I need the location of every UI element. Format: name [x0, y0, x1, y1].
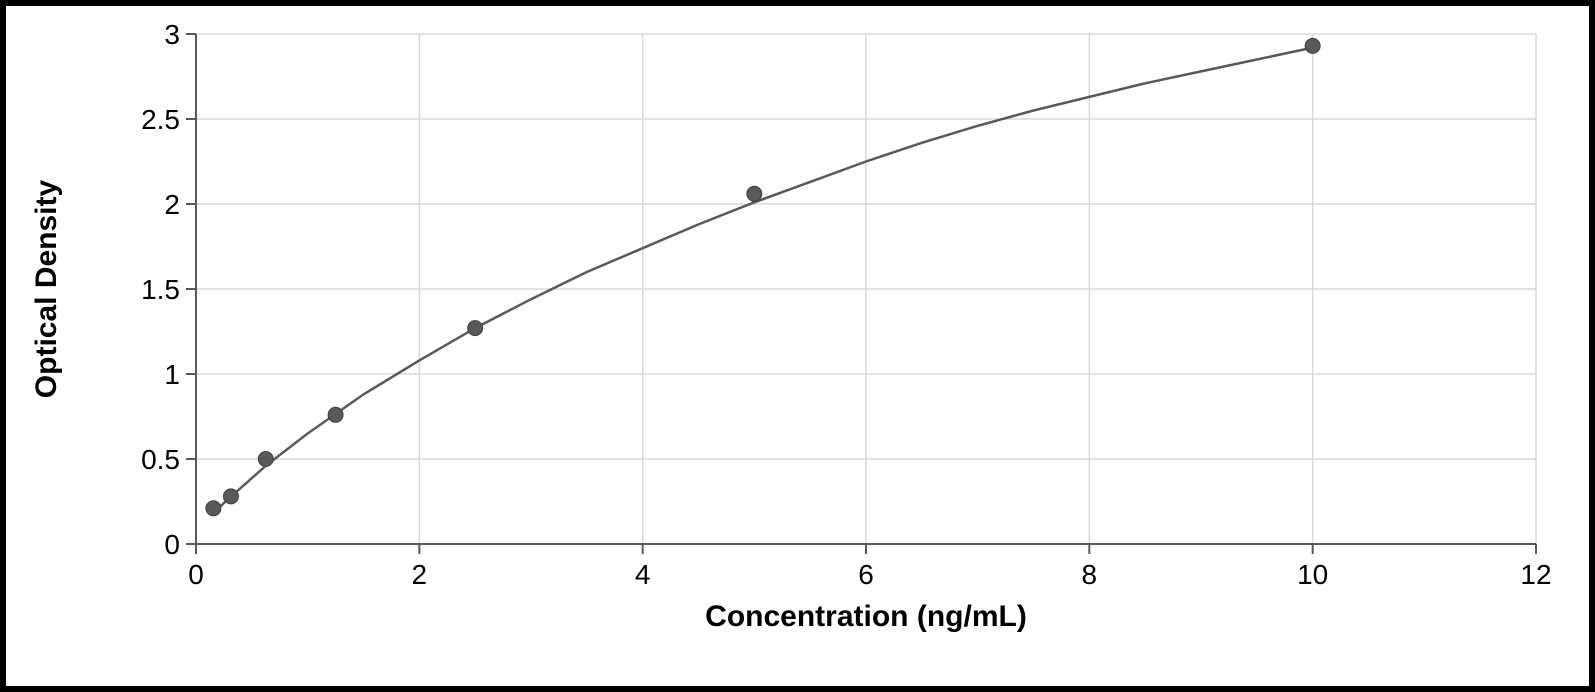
- data-point: [328, 407, 343, 422]
- y-tick-label: 3: [164, 19, 180, 50]
- x-tick-label: 10: [1297, 559, 1328, 590]
- x-tick-label: 6: [858, 559, 874, 590]
- data-point: [258, 452, 273, 467]
- fitted-curve: [213, 48, 1312, 513]
- y-tick-label: 2.5: [141, 104, 180, 135]
- x-axis-label: Concentration (ng/mL): [705, 600, 1027, 633]
- y-tick-label: 0.5: [141, 444, 180, 475]
- x-tick-label: 8: [1082, 559, 1098, 590]
- data-point: [468, 321, 483, 336]
- x-tick-label: 4: [635, 559, 651, 590]
- x-tick-label: 0: [188, 559, 204, 590]
- y-tick-label: 2: [164, 189, 180, 220]
- data-point: [1305, 38, 1320, 53]
- y-tick-label: 0: [164, 529, 180, 560]
- data-point: [747, 186, 762, 201]
- data-point: [223, 489, 238, 504]
- y-axis-label: Optical Density: [30, 179, 63, 398]
- chart-frame: 0 2 4 6 8 10 12 0 0.5 1 1.5 2 2.5 3 Concentration (ng/…: [0, 0, 1595, 692]
- data-point: [206, 501, 221, 516]
- x-tick-label: 12: [1520, 559, 1551, 590]
- y-tick-label: 1.5: [141, 274, 180, 305]
- y-tick-label: 1: [164, 359, 180, 390]
- x-tick-label: 2: [412, 559, 428, 590]
- chart-svg: 0 2 4 6 8 10 12 0 0.5 1 1.5 2 2.5 3 Concentration (ng/…: [6, 6, 1589, 686]
